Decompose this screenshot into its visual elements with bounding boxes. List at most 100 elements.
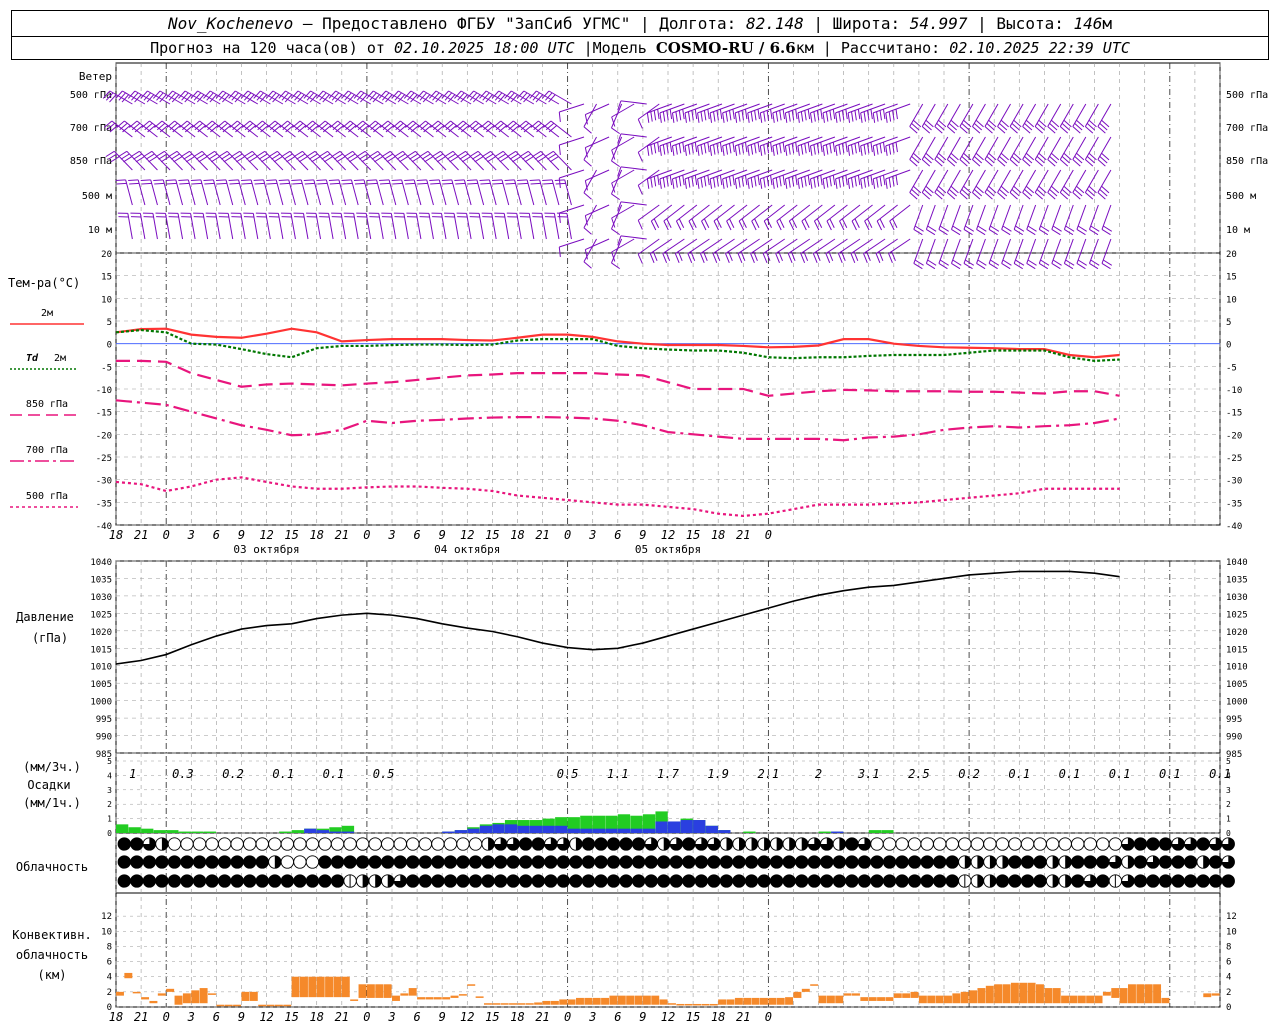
cloud-symbol bbox=[180, 837, 194, 851]
precip-conv-bar bbox=[705, 825, 718, 833]
wind-barb bbox=[444, 150, 472, 171]
conv-cloud-bar bbox=[701, 1003, 710, 1006]
wind-barb bbox=[231, 150, 259, 171]
cloud-symbol bbox=[807, 837, 821, 851]
wind-barb bbox=[1097, 103, 1112, 134]
wind-barb bbox=[328, 179, 347, 206]
press-tick-left: 995 bbox=[96, 715, 112, 725]
wind-barb bbox=[306, 212, 322, 240]
time-tick: 9 bbox=[439, 528, 446, 542]
press-tick-right: 1015 bbox=[1226, 645, 1248, 655]
conv-cloud-bar bbox=[693, 1003, 702, 1006]
cloud-symbol bbox=[1183, 837, 1198, 851]
wind-barb bbox=[671, 169, 698, 189]
convective-cloud-bars bbox=[116, 972, 1220, 1007]
wind-barb bbox=[617, 100, 647, 111]
cloud-symbol bbox=[895, 837, 909, 851]
wind-barb bbox=[699, 238, 723, 263]
cloud-symbol bbox=[130, 874, 144, 888]
wind-barb bbox=[959, 103, 974, 134]
temp-series-2 bbox=[116, 359, 1120, 397]
wind-barb bbox=[341, 90, 371, 105]
cloud-symbol bbox=[180, 855, 194, 869]
wind-barb bbox=[876, 204, 898, 231]
wind-barb bbox=[697, 136, 723, 156]
latitude-label: | Широта: bbox=[803, 14, 910, 33]
wind-barb bbox=[215, 179, 234, 206]
wind-barb bbox=[118, 150, 146, 171]
cloud-symbol bbox=[732, 855, 746, 869]
cloud-symbol bbox=[493, 855, 508, 869]
wind-label: Ветер bbox=[79, 70, 112, 83]
time-tick-bottom: 9 bbox=[238, 1010, 245, 1024]
time-tick-bottom: 6 bbox=[614, 1010, 621, 1024]
wind-barb bbox=[255, 212, 271, 240]
conv-cloud-bar bbox=[969, 990, 978, 1004]
wind-barb bbox=[1059, 169, 1074, 200]
wind-barb bbox=[394, 150, 422, 171]
cloud-symbol bbox=[368, 837, 382, 851]
temp-tick-left: -25 bbox=[96, 454, 112, 464]
conv-cloud-bar bbox=[852, 993, 860, 996]
cloud-symbol bbox=[456, 837, 470, 851]
cloud-symbol bbox=[895, 855, 909, 869]
wind-barb bbox=[809, 136, 836, 156]
precip-bar bbox=[166, 830, 179, 833]
wind-barb bbox=[617, 133, 647, 144]
cloud-symbol bbox=[807, 855, 821, 869]
conv-cloud-bar bbox=[877, 997, 886, 1001]
cloud-symbol bbox=[795, 874, 809, 888]
wind-barb bbox=[128, 179, 146, 206]
conv-tick-right: 6 bbox=[1226, 958, 1231, 968]
wind-barb bbox=[872, 103, 898, 123]
cloud-symbol bbox=[782, 837, 796, 851]
conv-cloud-bar bbox=[1211, 993, 1220, 996]
precip-3h-label: 1.7 bbox=[657, 767, 679, 781]
conv-cloud-bar bbox=[567, 999, 576, 1005]
wind-barb bbox=[885, 136, 911, 156]
conv-cloud-bar bbox=[308, 976, 317, 998]
wind-barb bbox=[1051, 238, 1062, 270]
wind-barb bbox=[558, 136, 585, 156]
time-tick: 12 bbox=[661, 528, 675, 542]
altitude-unit: м bbox=[1102, 14, 1113, 33]
conv-cloud-bar bbox=[174, 995, 183, 1005]
temp-tick-left: 10 bbox=[101, 295, 112, 305]
wind-barb bbox=[822, 169, 848, 189]
wind-barb bbox=[747, 103, 773, 123]
cloud-symbol bbox=[1146, 874, 1160, 888]
wind-barb bbox=[959, 136, 974, 167]
precip-tick-right: 4 bbox=[1226, 771, 1231, 780]
precip-conv-bar bbox=[517, 825, 530, 833]
cloud-symbol bbox=[205, 855, 219, 869]
wind-barb bbox=[230, 212, 246, 240]
conv-cloud-bar bbox=[1077, 995, 1086, 1004]
wind-barb bbox=[946, 103, 961, 134]
precip-conv-bar bbox=[617, 828, 631, 833]
time-tick-bottom: 15 bbox=[284, 1010, 298, 1024]
wind-barb bbox=[963, 204, 975, 236]
wind-barb bbox=[759, 169, 785, 189]
temp-tick-left: 5 bbox=[107, 318, 112, 328]
conv-cloud-bar bbox=[927, 995, 936, 1004]
conv-cloud-bar bbox=[383, 984, 392, 998]
precip-3h-label: 1 bbox=[129, 767, 136, 781]
conv-cloud-bar bbox=[166, 988, 175, 992]
conv-cloud-bar bbox=[726, 999, 735, 1005]
time-tick-bottom: 21 bbox=[335, 1010, 349, 1024]
conv-cloud-bar bbox=[116, 991, 124, 996]
wind-barb bbox=[909, 103, 924, 134]
time-tick: 18 bbox=[109, 528, 123, 542]
precip-conv-bar bbox=[304, 828, 317, 833]
precip-3h-label: 2.1 bbox=[758, 767, 780, 781]
wind-barb bbox=[504, 179, 522, 206]
precip-bar bbox=[191, 831, 204, 833]
wind-barb bbox=[925, 238, 937, 270]
wind-barb bbox=[659, 169, 685, 189]
wind-barb bbox=[637, 169, 660, 195]
wind-barb bbox=[976, 238, 987, 270]
cloud-symbol bbox=[493, 874, 508, 888]
wind-barb bbox=[431, 150, 459, 171]
conv-cloud-bar bbox=[826, 995, 835, 1004]
cloud-symbol bbox=[631, 874, 646, 888]
